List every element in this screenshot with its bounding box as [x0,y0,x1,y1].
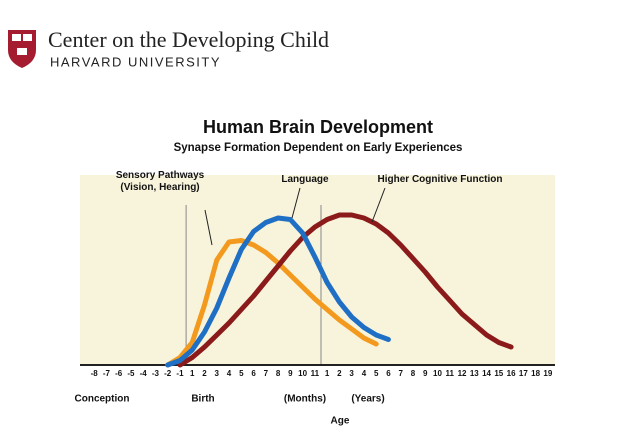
org-title: Center on the Developing Child [48,27,329,52]
x-tick-label: 3 [215,369,220,378]
x-tick-label: 9 [288,369,293,378]
x-tick-label: -7 [103,369,111,378]
x-annotation: Birth [191,394,214,405]
label-pointer [291,187,301,219]
x-annotation: (Months) [284,394,326,405]
chart-title: Human Brain Development [203,117,433,137]
x-tick-label: -6 [115,369,123,378]
logo [8,30,36,68]
x-tick-label: 4 [227,369,232,378]
x-tick-label: 11 [311,369,320,378]
x-tick-label: -2 [164,369,172,378]
x-tick-label: 7 [398,369,403,378]
x-tick-label: 14 [482,369,491,378]
x-tick-label: 11 [446,369,455,378]
org-subtitle: HARVARD UNIVERSITY [50,54,221,69]
series-label: Sensory Pathways (Vision, Hearing) [115,170,205,193]
label-pointer [371,187,386,223]
series-label: Higher Cognitive Function [377,174,503,185]
x-annotation: Conception [75,394,130,405]
x-tick-label: 15 [494,369,503,378]
x-tick-label: 9 [423,369,428,378]
x-tick-label: -1 [176,369,184,378]
series-label: Language [281,174,329,185]
x-annotation: (Years) [351,394,384,405]
x-tick-label: -5 [127,369,135,378]
x-tick-label: 8 [411,369,416,378]
x-tick-label: 18 [531,369,540,378]
series-line [165,238,379,368]
x-tick-label: -8 [91,369,99,378]
x-tick-label: 3 [349,369,354,378]
x-tick-label: 2 [202,369,207,378]
x-tick-label: 12 [458,369,467,378]
x-tick-label: 16 [507,369,516,378]
x-tick-label: 10 [298,369,307,378]
x-tick-label: 6 [251,369,256,378]
x-tick-label: 17 [519,369,528,378]
series-line [177,212,514,368]
x-tick-label: 4 [362,369,367,378]
label-pointer [204,209,213,246]
x-tick-label: 7 [264,369,269,378]
x-tick-label: 19 [543,369,552,378]
x-tick-label: -4 [140,369,148,378]
x-tick-label: 8 [276,369,281,378]
series-line [165,215,391,368]
x-tick-label: 1 [190,369,195,378]
x-tick-label: 6 [386,369,391,378]
x-tick-label: 13 [470,369,479,378]
chart-subtitle: Synapse Formation Dependent on Early Exp… [174,142,463,154]
x-tick-label: 5 [374,369,379,378]
x-tick-label: -3 [152,369,160,378]
x-axis-label: Age [331,416,350,427]
x-tick-label: 10 [433,369,442,378]
x-tick-label: 1 [325,369,330,378]
x-tick-label: 2 [337,369,342,378]
x-tick-label: 5 [239,369,244,378]
plot-background [80,175,555,365]
